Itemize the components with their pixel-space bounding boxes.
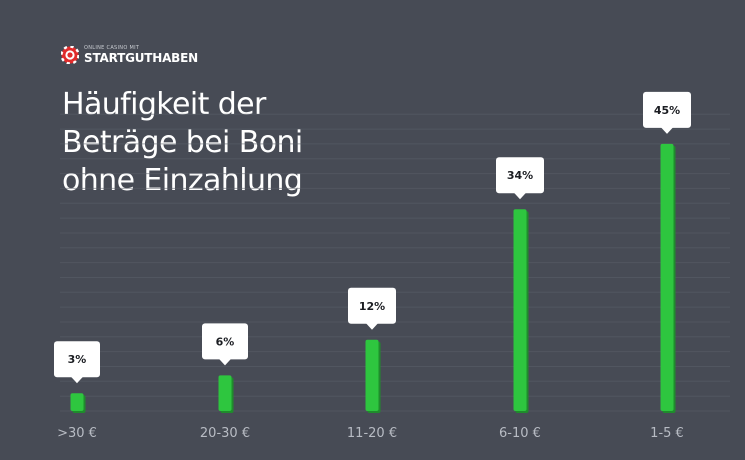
casino-chip-icon xyxy=(61,46,79,64)
data-label-callout: 3% xyxy=(54,341,100,384)
data-label: 3% xyxy=(68,353,87,366)
x-tick-label: >30 € xyxy=(57,426,97,441)
bar xyxy=(513,209,527,411)
data-label: 12% xyxy=(359,300,385,313)
brand-logo: ONLINE CASINO MIT STARTGUTHABEN xyxy=(61,46,198,64)
brand-name: STARTGUTHABEN xyxy=(84,51,198,65)
bar xyxy=(218,375,232,411)
x-tick-label: 1-5 € xyxy=(650,426,684,441)
bars xyxy=(70,143,676,414)
callout-box xyxy=(202,323,248,360)
bar xyxy=(70,393,84,411)
data-label-callout: 45% xyxy=(643,91,691,134)
data-label-callouts: 3% 6% 12% 34% 45% xyxy=(54,91,691,384)
chart-title: Häufigkeit der Beträge bei Boni ohne Ein… xyxy=(62,87,303,198)
callout-pointer xyxy=(366,323,378,330)
callout-box xyxy=(348,287,396,324)
x-tick-label: 6-10 € xyxy=(499,426,541,441)
x-axis-ticks: >30 € 20-30 € 11-20 € 6-10 € 1-5 € xyxy=(57,426,684,441)
callout-box xyxy=(643,91,691,128)
data-label-callout: 12% xyxy=(348,287,396,330)
brand-tagline: ONLINE CASINO MIT xyxy=(84,45,140,51)
callout-pointer xyxy=(71,376,83,384)
bar xyxy=(660,143,674,412)
callout-pointer xyxy=(219,358,231,366)
callout-box xyxy=(496,157,544,194)
bar xyxy=(365,339,379,411)
x-tick-label: 11-20 € xyxy=(347,426,397,441)
data-label: 6% xyxy=(216,335,235,348)
data-label-callout: 34% xyxy=(496,157,544,200)
callout-box xyxy=(54,341,100,378)
data-label: 34% xyxy=(507,169,533,182)
x-tick-label: 20-30 € xyxy=(200,426,250,441)
callout-pointer xyxy=(661,127,673,134)
callout-pointer xyxy=(514,192,526,200)
gridlines xyxy=(60,113,730,412)
data-label: 45% xyxy=(654,104,680,117)
data-label-callout: 6% xyxy=(202,323,248,366)
